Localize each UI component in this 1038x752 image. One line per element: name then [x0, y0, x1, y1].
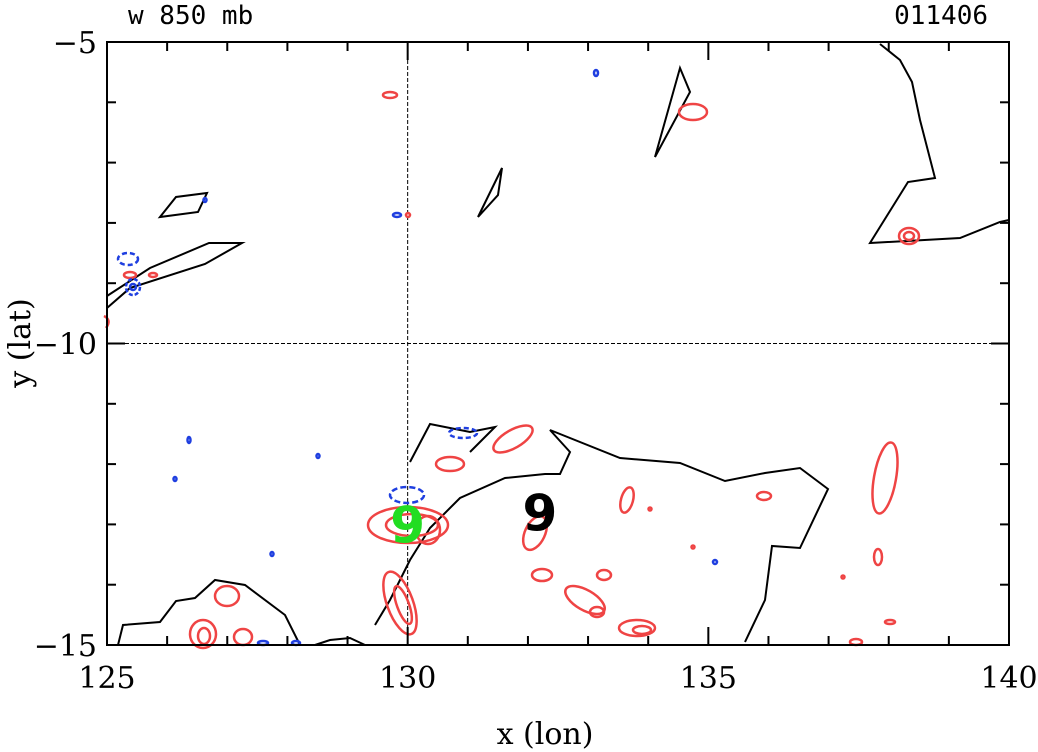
- red-contour: [595, 568, 613, 582]
- red-contour: [897, 226, 921, 246]
- red-contour: [492, 424, 534, 454]
- coastline-ne: [868, 43, 1010, 245]
- red-contour: [521, 514, 549, 552]
- red-contour: [196, 626, 212, 646]
- y-axis-label: y (lat): [3, 298, 38, 388]
- blue-contour: [172, 475, 178, 483]
- blue-contour: [592, 68, 600, 78]
- chart-title-left: w 850 mb: [128, 1, 253, 31]
- red-contour: [617, 618, 657, 638]
- x-tick-label: 140: [980, 661, 1037, 696]
- axis-ticks: 125 130 135 140 −5 −10 −15: [34, 26, 1038, 696]
- blue-contour: [391, 211, 403, 219]
- blue-contour: [447, 426, 479, 440]
- coastline-sw: [117, 578, 301, 646]
- blue-contour: [116, 251, 140, 267]
- blue-contour: [128, 282, 138, 292]
- island-small-1: [654, 64, 692, 158]
- red-contour: [434, 455, 466, 473]
- red-contour: [392, 584, 414, 626]
- red-contour: [188, 618, 218, 650]
- red-contour: [690, 544, 696, 550]
- blue-contour: [711, 558, 719, 566]
- red-contour: [414, 514, 442, 546]
- red-contour: [619, 486, 635, 514]
- y-tick-label: −5: [53, 26, 97, 61]
- red-contour: [647, 506, 653, 512]
- red-contour: [382, 570, 418, 636]
- blue-contour: [269, 550, 275, 558]
- red-contour: [122, 270, 138, 280]
- x-tick-label: 130: [379, 661, 436, 696]
- island-small-3: [157, 191, 209, 219]
- red-contour: [840, 574, 846, 580]
- coastline-s-bottom: [314, 636, 366, 646]
- blue-contour: [388, 485, 426, 505]
- x-axis-label: x (lon): [497, 717, 594, 752]
- red-contour: [902, 230, 916, 242]
- red-contour: [232, 627, 254, 647]
- red-contour: [213, 584, 241, 608]
- blue-contour: [315, 452, 321, 460]
- positive-contours: [103, 90, 921, 650]
- blue-contour: [124, 277, 142, 297]
- red-contour: [366, 505, 450, 545]
- y-tick-label: −15: [34, 629, 97, 664]
- y-tick-label: −10: [34, 328, 97, 363]
- red-contour: [883, 618, 897, 626]
- red-contour: [381, 90, 399, 100]
- red-contour: [755, 490, 773, 502]
- red-contour: [147, 271, 159, 279]
- chart-title-right: 011406: [894, 1, 988, 31]
- island-small-2: [477, 167, 503, 218]
- x-tick-label: 135: [680, 661, 737, 696]
- red-contour: [631, 624, 653, 636]
- blue-contour: [202, 196, 208, 204]
- negative-contours: [116, 68, 719, 647]
- blue-contour: [186, 435, 192, 445]
- coastline-s-central: [374, 429, 830, 643]
- red-contour: [872, 547, 884, 567]
- coastline-w: [106, 242, 246, 309]
- red-contour: [564, 584, 606, 616]
- red-contour: [404, 211, 412, 219]
- red-contour: [871, 441, 899, 515]
- red-contour: [677, 102, 709, 122]
- storm-marker: 9: [523, 484, 558, 542]
- coastline-s-center-north: [409, 422, 499, 463]
- x-tick-label: 125: [78, 661, 135, 696]
- red-contour: [530, 567, 554, 583]
- storm-marker: 9: [390, 496, 425, 554]
- red-contour: [588, 605, 606, 619]
